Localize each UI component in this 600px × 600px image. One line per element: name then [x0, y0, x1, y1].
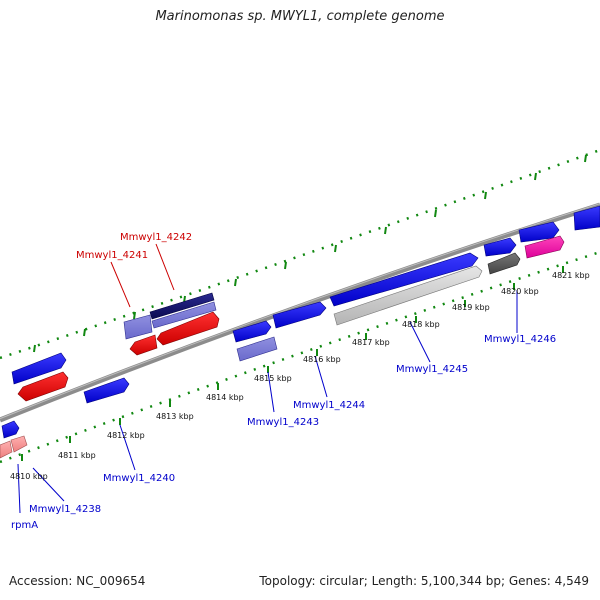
gene-label[interactable]: Mmwyl1_4245 [396, 364, 468, 375]
inner-tick-marks [21, 266, 564, 461]
gene-rpma-rev[interactable] [0, 435, 28, 459]
gene-mmwyl1-4246-fwd[interactable] [483, 237, 517, 257]
gene-rev-4821[interactable] [524, 235, 565, 259]
tick-label: 4812 kbp [107, 431, 145, 440]
tick-label: 4821 kbp [552, 271, 590, 280]
tick-label: 4818 kbp [402, 320, 440, 329]
gene-label[interactable]: Mmwyl1_4246 [484, 334, 556, 345]
map-title: Marinomonas sp. MWYL1, complete genome [155, 9, 445, 24]
tick-labels: 4810 kbp 4811 kbp 4812 kbp 4813 kbp 4814 kbp… [10, 271, 590, 481]
gene-label[interactable]: Mmwyl1_4240 [103, 473, 175, 484]
gene-labels: Mmwyl1_4242 Mmwyl1_4241 Mmwyl1_4246 Mmwyl1_… [11, 232, 556, 531]
gene-mmwyl1-4243-lower[interactable] [236, 336, 278, 362]
leader-lines-top [110, 243, 175, 308]
gene-mmwyl1-4241-fwd[interactable] [123, 314, 153, 340]
gene-mmwyl1-4245-rev[interactable] [333, 265, 483, 326]
gene-mmwyl1-4242-rev[interactable] [156, 311, 220, 346]
gene-label[interactable]: Mmwyl1_4242 [120, 232, 192, 243]
gene-mmwyl1-4242-fwd[interactable] [149, 292, 217, 329]
gene-mmwyl1-4245-fwd[interactable] [329, 252, 479, 307]
tick-label: 4814 kbp [206, 393, 244, 402]
genome-backbone [0, 202, 600, 423]
gene-label[interactable]: Mmwyl1_4238 [29, 504, 101, 515]
gene-fwd-4810[interactable] [11, 352, 67, 385]
gene-fwd-4821-a[interactable] [518, 221, 560, 243]
tick-label: 4810 kbp [10, 472, 48, 481]
gene-mmwyl1-4241-rev[interactable] [129, 334, 158, 356]
inner-dotted-arc [0, 250, 600, 464]
tick-label: 4817 kbp [352, 338, 390, 347]
topology-text: Topology: circular; Length: 5,100,344 bp… [259, 574, 589, 588]
tick-label: 4811 kbp [58, 451, 96, 460]
gene-label[interactable]: Mmwyl1_4244 [293, 400, 365, 411]
tick-label: 4816 kbp [303, 355, 341, 364]
tick-label: 4819 kbp [452, 303, 490, 312]
gene-mmwyl1-4246-rev[interactable] [487, 252, 521, 275]
tick-label: 4813 kbp [156, 412, 194, 421]
accession-text: Accession: NC_009654 [9, 574, 146, 588]
gene-mmwyl1-4243-fwd[interactable] [232, 320, 272, 343]
gene-label[interactable]: Mmwyl1_4243 [247, 417, 319, 428]
gene-fwd-4813[interactable] [83, 377, 130, 404]
gene-label[interactable]: rpmA [11, 520, 38, 531]
gene-fwd-edge[interactable] [1, 420, 20, 439]
gene-mmwyl1-4244-fwd[interactable] [272, 301, 327, 329]
tick-label: 4820 kbp [501, 287, 539, 296]
gene-label[interactable]: Mmwyl1_4241 [76, 250, 148, 261]
leader-lines-bottom [17, 290, 518, 514]
gene-fwd-4821-b[interactable] [573, 205, 600, 231]
genome-backbone-highlight [0, 203, 600, 420]
tick-label: 4815 kbp [254, 374, 292, 383]
gene-rev-4810[interactable] [17, 371, 69, 402]
